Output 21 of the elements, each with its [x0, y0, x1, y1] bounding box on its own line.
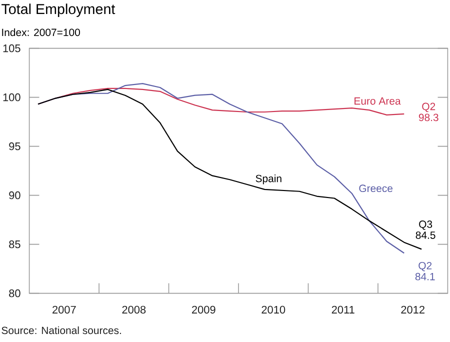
chart-title: Total Employment [2, 4, 116, 17]
x-tick-label: 2010 [262, 306, 286, 314]
series-label: Greece [359, 184, 392, 192]
y-axis-title: Index: 2007=100 [2, 28, 80, 36]
x-tick-label: 2008 [122, 306, 146, 314]
x-tick-label: 2007 [52, 306, 76, 314]
series-label: Spain [256, 174, 282, 184]
data-label: Q3 84.5 [416, 220, 436, 239]
source-note: Source: National sources. [2, 326, 121, 334]
data-label: Q2 98.3 [418, 102, 438, 122]
y-tick-label: 100 [3, 93, 20, 102]
x-tick-label: 2012 [401, 306, 424, 314]
y-tick-label: 80 [9, 289, 20, 298]
x-tick-label: 2011 [332, 306, 354, 314]
y-tick-label: 90 [9, 191, 20, 200]
y-tick-label: 85 [9, 240, 20, 248]
y-tick-label: 105 [3, 44, 20, 52]
x-tick-label: 2009 [192, 306, 216, 314]
y-tick-label: 95 [9, 142, 20, 150]
series-label: Euro Area [354, 97, 401, 105]
data-label: Q2 84.1 [415, 262, 435, 280]
